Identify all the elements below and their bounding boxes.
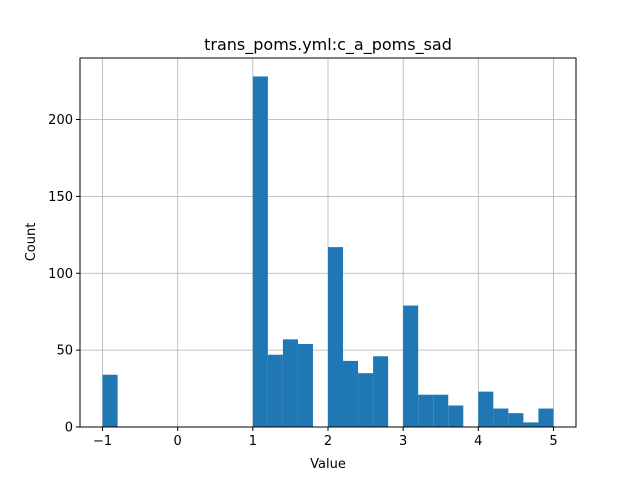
histogram-bar bbox=[433, 394, 449, 427]
histogram-bar bbox=[343, 360, 359, 427]
x-tick-label: 2 bbox=[324, 434, 332, 449]
x-tick-label: 5 bbox=[549, 434, 557, 449]
histogram-bar bbox=[448, 405, 464, 427]
histogram-bar bbox=[297, 343, 313, 427]
y-axis-ticks: 0 50 100 150 200 bbox=[48, 113, 80, 436]
chart-title: trans_poms.yml:c_a_poms_sad bbox=[204, 35, 452, 55]
x-axis-label: Value bbox=[310, 457, 346, 472]
x-tick-label: −1 bbox=[93, 434, 112, 449]
histogram-bar bbox=[373, 356, 389, 427]
histogram-bar bbox=[252, 76, 268, 427]
x-axis-ticks: −1 0 1 2 3 4 5 bbox=[93, 427, 558, 449]
histogram-bar bbox=[102, 374, 118, 427]
histogram-bar bbox=[538, 408, 554, 427]
histogram-bar bbox=[418, 394, 434, 427]
histogram-bar bbox=[267, 354, 283, 427]
y-tick-label: 0 bbox=[65, 421, 73, 436]
histogram-bar bbox=[403, 305, 419, 427]
histogram-bar bbox=[282, 339, 298, 427]
x-tick-label: 0 bbox=[174, 434, 182, 449]
y-axis-label: Count bbox=[24, 223, 39, 262]
histogram-bar bbox=[358, 373, 374, 427]
histogram-bar bbox=[328, 247, 344, 427]
y-tick-label: 100 bbox=[48, 267, 73, 282]
x-tick-label: 4 bbox=[474, 434, 482, 449]
histogram-bar bbox=[478, 391, 494, 427]
x-tick-label: 3 bbox=[399, 434, 407, 449]
y-tick-label: 50 bbox=[56, 344, 73, 359]
bars-group bbox=[102, 76, 554, 427]
y-tick-label: 200 bbox=[48, 113, 73, 128]
x-tick-label: 1 bbox=[249, 434, 257, 449]
histogram-bar bbox=[508, 413, 524, 427]
histogram-bar bbox=[523, 422, 539, 427]
histogram-bar bbox=[493, 408, 509, 427]
y-tick-label: 150 bbox=[48, 190, 73, 205]
